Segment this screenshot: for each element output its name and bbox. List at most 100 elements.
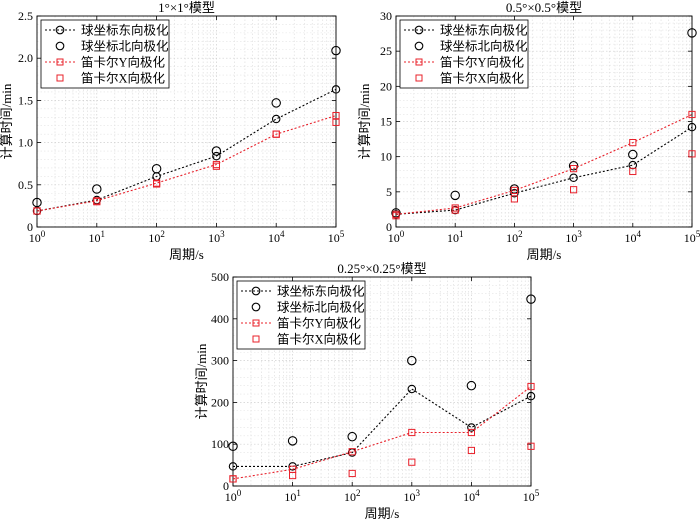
- legend-marker: [414, 41, 424, 51]
- series-4: [33, 118, 340, 215]
- data-point: [407, 384, 417, 394]
- data-point: [331, 85, 341, 94]
- data-point: [628, 149, 638, 160]
- legend-item: 球坐标东向极化: [45, 23, 169, 38]
- legend-item: 球坐标东向极化: [404, 23, 528, 38]
- chart-title: 0.5°×0.5°模型: [506, 0, 582, 15]
- legend-marker: [252, 335, 260, 343]
- legend-box: [399, 19, 529, 89]
- data-point: [271, 114, 281, 124]
- data-point: [332, 118, 340, 126]
- data-point: [450, 205, 460, 215]
- legend-marker: [55, 41, 65, 51]
- x-tick-label: 105: [328, 229, 345, 245]
- data-point: [510, 186, 518, 195]
- data-point: [151, 164, 162, 174]
- legend-label: 笛卡尔Y向极化: [81, 55, 166, 70]
- data-point: [467, 423, 476, 432]
- legend-item: 笛卡尔X向极化: [56, 71, 166, 86]
- y-axis-label: 计算时间/min: [357, 83, 372, 159]
- series-line: [232, 386, 532, 480]
- series-group: [32, 45, 341, 216]
- legend-marker: [55, 25, 65, 35]
- data-point: [510, 195, 518, 203]
- x-axis-label: 周期/s: [169, 247, 204, 262]
- data-point: [629, 139, 637, 147]
- y-tick-label: 15: [380, 115, 392, 129]
- legend-marker: [415, 74, 423, 82]
- chart-title: 0.25°×0.25°模型: [337, 261, 426, 276]
- data-point: [32, 197, 42, 208]
- data-point: [450, 190, 460, 201]
- series-1: [228, 384, 536, 471]
- data-point: [408, 458, 416, 466]
- data-point: [526, 391, 536, 401]
- x-tick-label: 102: [344, 488, 361, 504]
- y-tick-label: 300: [211, 354, 229, 368]
- data-point: [629, 167, 637, 176]
- series-group: [391, 28, 697, 220]
- legend-marker: [414, 25, 424, 35]
- chart-0.5x0.5-model: 100 101 102 103 104 105 0 5 10 15 20 25 30 0.5°×0.5°模…: [357, 0, 700, 262]
- axes-box: [232, 276, 532, 487]
- legend-item: 笛卡尔X向极化: [252, 332, 362, 347]
- y-tick-label: 25: [380, 44, 392, 58]
- data-point: [348, 448, 356, 456]
- series-line: [233, 388, 532, 467]
- data-point: [568, 161, 579, 171]
- x-tick-label: 103: [404, 488, 421, 504]
- y-tick-label: 10: [380, 150, 392, 164]
- data-point: [272, 130, 280, 138]
- x-tick-label: 101: [89, 229, 106, 245]
- y-axis-label: 计算时间/min: [194, 343, 209, 419]
- legend-marker: [56, 74, 64, 82]
- legend-marker: [415, 58, 423, 66]
- legend-marker: [56, 58, 64, 66]
- data-point: [451, 206, 459, 214]
- data-point: [229, 475, 237, 483]
- legend-item: 球坐标北向极化: [55, 39, 169, 54]
- x-tick-label: 100: [29, 229, 46, 245]
- y-tick-label: 500: [211, 270, 229, 284]
- series-line: [395, 126, 693, 215]
- data-point: [153, 180, 161, 188]
- chart-title: 1°×1°模型: [158, 0, 215, 15]
- x-axis-label: 周期/s: [365, 506, 400, 521]
- data-point: [527, 382, 535, 391]
- legend-item: 球坐标东向极化: [241, 284, 365, 299]
- y-tick-label: 1.0: [18, 136, 33, 150]
- y-tick-label: 400: [211, 312, 229, 326]
- x-tick-label: 102: [506, 229, 523, 245]
- data-point: [271, 98, 281, 108]
- x-axis-label: 周期/s: [527, 247, 562, 262]
- y-tick-label: 0: [27, 220, 33, 234]
- legend-item: 笛卡尔Y向极化: [404, 55, 525, 70]
- legend-box: [236, 280, 366, 350]
- data-point: [92, 184, 102, 194]
- series-line: [36, 88, 337, 212]
- data-point: [288, 462, 297, 471]
- y-tick-label: 20: [380, 79, 392, 93]
- y-tick-label: 30: [380, 9, 392, 23]
- data-point: [467, 446, 475, 455]
- data-point: [289, 471, 297, 480]
- series-1: [32, 85, 341, 216]
- legend-item: 球坐标北向极化: [414, 39, 528, 54]
- ticks: 100 101 102 103 104 105 0 5 10 15 20 25 30: [380, 9, 700, 245]
- x-tick-label: 105: [523, 488, 540, 504]
- series-2: [32, 45, 341, 208]
- y-tick-label: 2.5: [18, 9, 33, 23]
- data-point: [467, 428, 475, 437]
- data-point: [569, 173, 578, 183]
- data-point: [331, 45, 341, 56]
- legend-marker: [252, 319, 260, 327]
- series-line: [395, 114, 693, 215]
- x-tick-label: 104: [268, 229, 285, 245]
- x-tick-label: 105: [684, 229, 700, 245]
- data-point: [228, 462, 238, 471]
- y-tick-label: 5: [386, 185, 392, 199]
- data-point: [348, 469, 356, 478]
- ticks: 100 101 102 103 104 105 0 0.5 1.0 1.5 2.0 2.5: [18, 9, 345, 245]
- series-2: [228, 294, 536, 452]
